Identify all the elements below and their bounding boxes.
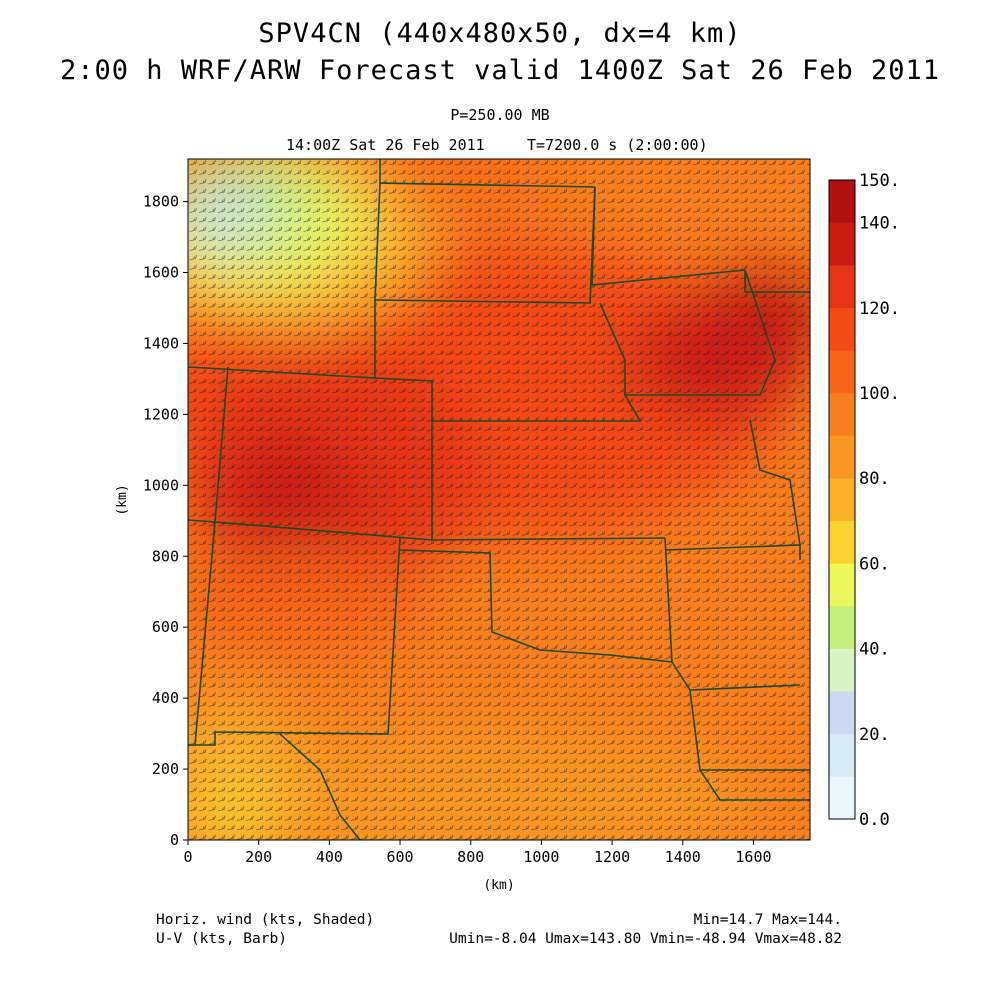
- x-tick-label: 1600: [735, 848, 771, 866]
- y-tick-label: 1400: [143, 334, 179, 352]
- x-axis-label: (km): [483, 878, 514, 893]
- colorbar-swatch: [829, 307, 855, 351]
- colorbar-label: 20.: [859, 725, 890, 745]
- colorbar: 0.0 20. 40. 60. 80. 100. 120. 140. 150.: [828, 171, 900, 830]
- y-tick-label: 0: [170, 831, 179, 849]
- x-tick-label: 400: [316, 848, 343, 866]
- map-frame: [187, 158, 811, 841]
- colorbar-swatch: [829, 691, 855, 735]
- colorbar-swatch: [829, 435, 855, 479]
- colorbar-swatch: [829, 478, 855, 522]
- colorbar-swatch: [829, 563, 855, 607]
- x-tick-label: 600: [386, 848, 413, 866]
- colorbar-label: 80.: [859, 469, 890, 489]
- x-tick-label: 1200: [594, 848, 630, 866]
- y-tick-label: 200: [152, 760, 179, 778]
- colorbar-frame: [828, 179, 856, 820]
- colorbar-label: 100.: [859, 384, 900, 404]
- colorbar-label: 40.: [859, 640, 890, 660]
- wind-barbs: [188, 159, 810, 840]
- elapsed-time: T=7200.0 s (2:00:00): [527, 136, 708, 154]
- colorbar-swatch: [829, 180, 855, 223]
- shading-field-label: Horiz. wind (kts, Shaded): [156, 912, 375, 928]
- colorbar-swatch: [829, 350, 855, 394]
- colorbar-swatch: [829, 776, 855, 820]
- colorbar-label: 60.: [859, 554, 890, 574]
- colorbar-label: 150.: [859, 171, 900, 191]
- plot-title: SPV4CN (440x480x50, dx=4 km): [258, 18, 742, 49]
- forecast-valid-title: 2:00 h WRF/ARW Forecast valid 1400Z Sat …: [59, 55, 941, 86]
- colorbar-swatch: [829, 733, 855, 777]
- state-boundaries: [188, 159, 810, 840]
- y-tick-label: 1000: [143, 476, 179, 494]
- colorbar-swatch: [829, 606, 855, 649]
- colorbar-label: 0.0: [859, 810, 890, 830]
- min-max-values: Min=14.7 Max=144.: [693, 912, 842, 928]
- y-tick-label: 800: [152, 547, 179, 565]
- y-tick-label: 1800: [143, 193, 179, 211]
- pressure-level: P=250.00 MB: [450, 106, 550, 124]
- colorbar-swatch: [829, 648, 855, 692]
- colorbar-swatch: [829, 222, 855, 266]
- colorbar-label: 140.: [859, 214, 900, 234]
- barb-field-label: U-V (kts, Barb): [156, 931, 287, 947]
- x-tick-label: 1400: [665, 848, 701, 866]
- colorbar-swatch: [829, 393, 855, 436]
- x-tick-label: 200: [245, 848, 272, 866]
- colorbar-swatch: [829, 520, 855, 564]
- axes: 0 200 400 600 800 1000 1200 1400 1600 0 200 400 600 8…: [115, 193, 772, 893]
- colorbar-label: 120.: [859, 299, 900, 319]
- x-tick-label: 800: [457, 848, 484, 866]
- x-tick-label: 1000: [523, 848, 559, 866]
- colorbar-swatch: [829, 265, 855, 309]
- y-tick-label: 600: [152, 618, 179, 636]
- y-tick-label: 400: [152, 689, 179, 707]
- uv-statistics: Umin=-8.04 Umax=143.80 Vmin=-48.94 Vmax=…: [449, 931, 842, 947]
- x-tick-label: 0: [183, 848, 192, 866]
- y-tick-label: 1600: [143, 264, 179, 282]
- y-axis-label: (km): [115, 484, 130, 515]
- y-tick-label: 1200: [143, 405, 179, 423]
- valid-time: 14:00Z Sat 26 Feb 2011: [286, 136, 485, 154]
